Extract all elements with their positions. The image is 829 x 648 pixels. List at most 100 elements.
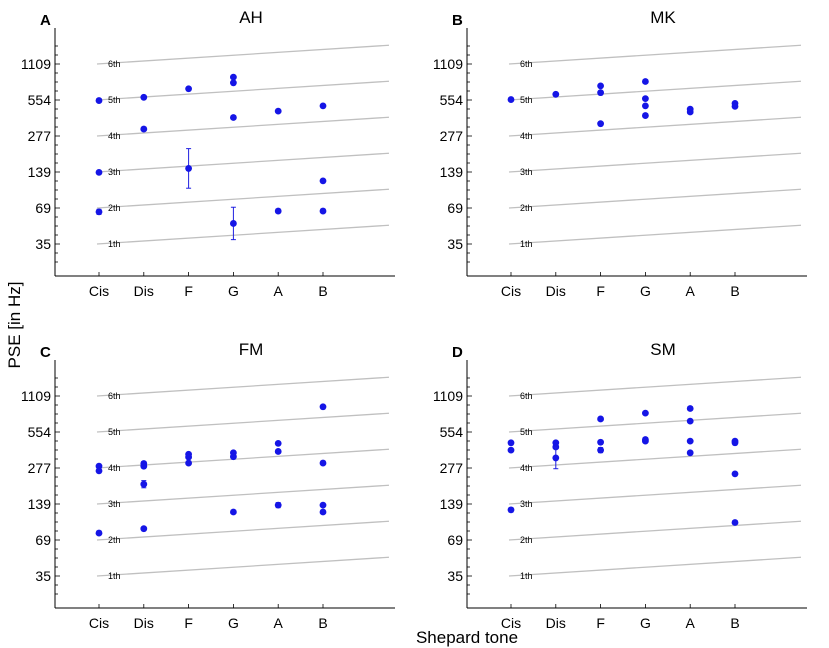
data-point <box>642 95 649 103</box>
data-point <box>95 208 103 216</box>
data-point <box>95 97 103 104</box>
y-tick-label: 139 <box>28 496 52 512</box>
octave-label: 6th <box>108 391 121 401</box>
y-tick-label: 35 <box>447 568 463 584</box>
octave-label: 2th <box>520 203 533 213</box>
octave-guide-line <box>96 412 390 433</box>
y-tick-label: 139 <box>28 164 52 180</box>
panel-d: D SM 35 69 139 277 554 1109 Cis Dis F G A B 1th 2th 3th 4… <box>433 340 807 631</box>
x-tick-label: Dis <box>546 283 566 299</box>
data-point <box>140 125 148 133</box>
panel-title: AH <box>239 8 263 27</box>
octave-label: 2th <box>108 203 121 213</box>
data-point <box>140 480 148 488</box>
octave-label: 5th <box>108 427 121 437</box>
panel-letter: B <box>452 12 463 29</box>
data-point <box>642 78 649 85</box>
x-tick-label: Cis <box>89 283 109 299</box>
x-tick-label: G <box>228 615 239 631</box>
octave-label: 4th <box>520 131 533 141</box>
data-point <box>140 93 148 101</box>
panel-title: SM <box>650 340 676 359</box>
x-tick-label: B <box>318 615 327 631</box>
octave-guide-line <box>508 484 802 505</box>
octave-guide-line <box>508 412 802 433</box>
data-point <box>185 85 193 93</box>
panel-c: C FM 35 69 139 277 554 1109 Cis Dis F G A B 1th 2th 3th 4… <box>21 340 395 631</box>
octave-label: 4th <box>520 463 533 473</box>
octave-guide-line <box>96 376 390 397</box>
data-point <box>686 405 694 412</box>
y-tick-label: 554 <box>440 92 464 108</box>
x-tick-label: G <box>640 615 651 631</box>
data-point <box>230 73 237 81</box>
octave-guide-line <box>96 484 390 505</box>
panel-title: FM <box>239 340 264 359</box>
data-point <box>274 501 282 509</box>
x-tick-label: A <box>686 283 696 299</box>
y-tick-label: 277 <box>440 128 464 144</box>
y-tick-label: 277 <box>440 460 464 476</box>
octave-guide-line <box>508 116 802 137</box>
data-point <box>507 506 515 514</box>
x-tick-label: Cis <box>89 615 109 631</box>
octave-label: 6th <box>520 391 533 401</box>
data-point <box>95 467 103 475</box>
data-point <box>731 470 739 478</box>
data-point <box>319 508 327 516</box>
y-tick-label: 554 <box>28 92 52 108</box>
data-point <box>274 448 282 455</box>
data-point <box>230 508 237 516</box>
octave-guide-line <box>96 520 390 541</box>
octave-guide-line <box>508 376 802 397</box>
data-point <box>230 220 237 227</box>
octave-label: 3th <box>520 167 533 177</box>
x-tick-label: F <box>184 283 193 299</box>
octave-label: 5th <box>108 95 121 105</box>
y-tick-label: 35 <box>447 236 463 252</box>
data-point <box>185 453 193 461</box>
x-tick-label: F <box>596 615 605 631</box>
octave-guide-line <box>508 44 802 65</box>
octave-label: 1th <box>520 571 533 581</box>
data-point <box>642 112 649 119</box>
data-point <box>319 403 327 411</box>
octave-label: 3th <box>520 499 533 509</box>
octave-label: 1th <box>108 239 121 249</box>
y-tick-label: 1109 <box>433 388 463 404</box>
data-point <box>319 501 327 509</box>
y-tick-label: 554 <box>440 424 464 440</box>
panel-letter: D <box>452 344 463 361</box>
data-point <box>274 207 282 215</box>
data-point <box>319 207 327 215</box>
panel-a: A AH 35 69 139 277 554 1109 Cis Dis F G A B 1th 2th 3th 4… <box>21 8 395 299</box>
data-point <box>686 437 694 445</box>
x-tick-label: F <box>596 283 605 299</box>
octave-label: 1th <box>108 571 121 581</box>
data-point <box>597 415 604 423</box>
octave-label: 2th <box>108 535 121 545</box>
x-tick-label: Cis <box>501 283 521 299</box>
data-point <box>686 108 694 116</box>
y-tick-label: 35 <box>35 236 51 252</box>
data-point <box>140 525 148 533</box>
data-point <box>274 439 282 447</box>
data-point <box>230 453 237 461</box>
octave-guide-line <box>96 152 390 173</box>
data-point <box>642 409 649 417</box>
y-tick-label: 139 <box>440 496 464 512</box>
data-point <box>230 79 237 87</box>
y-tick-label: 139 <box>440 164 464 180</box>
octave-label: 6th <box>108 59 121 69</box>
octave-label: 1th <box>520 239 533 249</box>
data-point <box>185 459 193 467</box>
data-point <box>185 165 193 172</box>
data-point <box>230 114 237 121</box>
y-tick-label: 277 <box>28 460 52 476</box>
x-tick-label: F <box>184 615 193 631</box>
data-point <box>552 454 560 462</box>
data-point <box>274 107 282 115</box>
x-tick-label: Cis <box>501 615 521 631</box>
data-point <box>731 519 739 526</box>
